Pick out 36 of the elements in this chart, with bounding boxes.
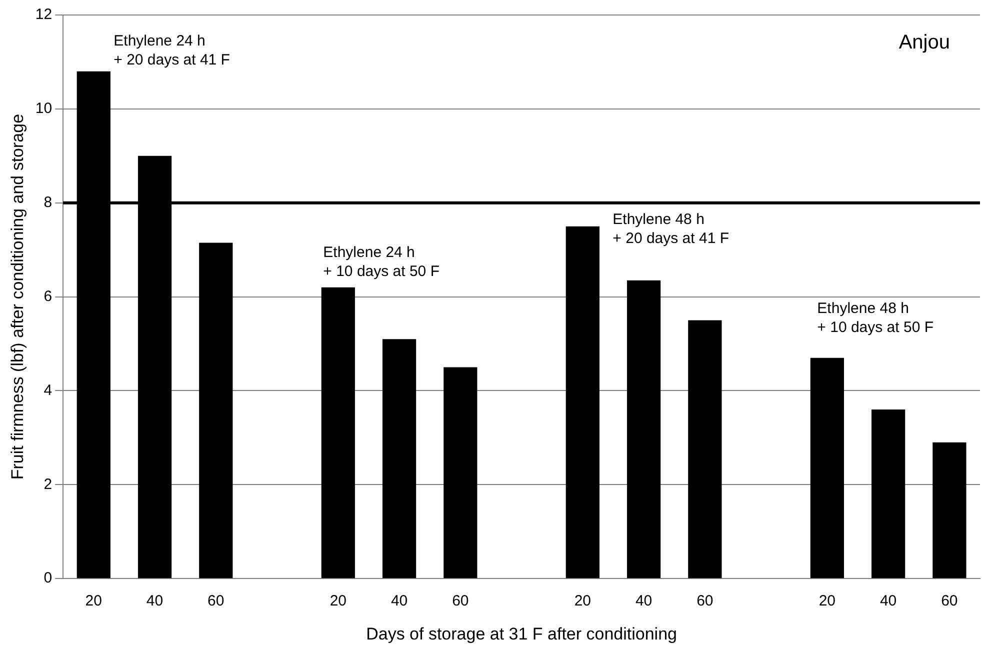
annotation: Anjou	[898, 32, 950, 54]
bar	[566, 226, 600, 578]
y-tick-label: 10	[35, 100, 52, 118]
x-tick-label: 40	[146, 592, 164, 610]
x-tick-label: 20	[330, 592, 347, 610]
annotation: Ethylene 48 h + 10 days at 50 F	[817, 300, 934, 336]
x-tick-label: 20	[818, 592, 836, 610]
bar	[810, 358, 844, 578]
x-axis-title: Days of storage at 31 F after conditioning	[366, 624, 677, 644]
y-tick-label: 0	[44, 570, 52, 587]
x-tick-label: 20	[85, 592, 102, 610]
bar	[382, 339, 416, 578]
x-tick-label: 40	[635, 592, 652, 610]
bar	[688, 320, 722, 578]
x-tick-label: 60	[452, 592, 469, 610]
bar	[872, 410, 906, 578]
x-tick-label: 60	[696, 592, 714, 610]
bar	[321, 287, 355, 578]
bar	[932, 442, 966, 578]
x-tick-label: 40	[880, 592, 897, 610]
x-tick-label: 20	[574, 592, 592, 610]
y-axis-title: Fruit firmness (lbf) after conditioning and storage	[8, 114, 27, 480]
x-tick-label: 60	[208, 592, 224, 610]
annotation: Ethylene 48 h + 20 days at 41 F	[612, 210, 729, 247]
bar	[444, 367, 478, 578]
x-tick-label: 60	[941, 592, 958, 610]
annotation: Ethylene 24 h + 20 days at 41 F	[114, 32, 230, 68]
y-tick-label: 8	[44, 194, 52, 212]
bar	[199, 242, 233, 578]
y-tick-label: 2	[44, 476, 52, 493]
y-tick-label: 6	[44, 288, 52, 305]
y-tick-label: 12	[35, 6, 52, 24]
y-tick-label: 4	[44, 382, 52, 399]
bar	[626, 280, 661, 578]
annotation: Ethylene 24 h + 10 days at 50 F	[323, 244, 440, 280]
x-tick-label: 40	[390, 592, 408, 610]
